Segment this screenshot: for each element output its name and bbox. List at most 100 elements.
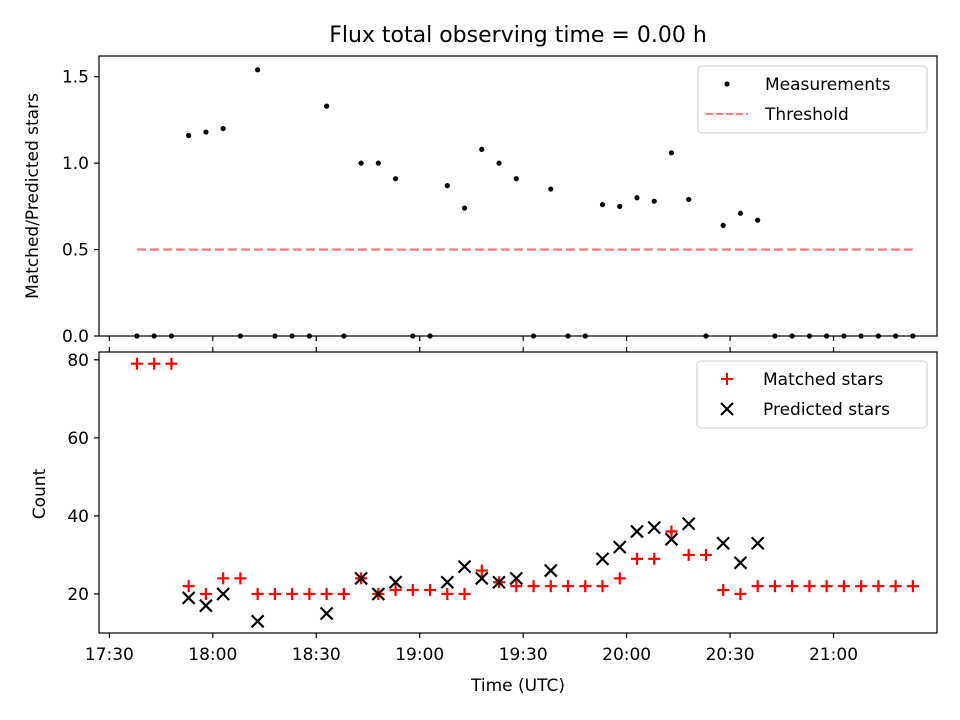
predicted-star-point <box>595 552 610 566</box>
measurement-point <box>737 210 744 216</box>
measurement-point <box>410 333 416 339</box>
measurement-point <box>582 333 588 339</box>
predicted-star-point <box>181 591 196 605</box>
top-axes-frame <box>98 55 938 337</box>
top-chart-title: Flux total observing time = 0.00 h <box>329 23 707 48</box>
matched-star-point <box>234 572 247 585</box>
matched-star-point <box>544 580 557 593</box>
matched-star-point <box>906 580 919 593</box>
top-chart-ylabel: Matched/Predicted stars <box>23 93 43 299</box>
xtick-label: 20:30 <box>706 645 755 665</box>
matched-star-point <box>751 580 764 593</box>
matched-star-point <box>630 552 643 565</box>
legend-measurements-label: Measurements <box>765 75 891 95</box>
measurement-point <box>427 333 433 339</box>
bottom-chart-ylabel: Count <box>30 468 50 519</box>
predicted-star-point <box>319 606 334 621</box>
measurement-point <box>134 333 140 339</box>
matched-star-point <box>596 580 609 593</box>
matched-star-point <box>768 580 781 593</box>
predicted-star-point <box>250 614 265 629</box>
predicted-star-point <box>457 559 472 574</box>
matched-star-point <box>165 357 178 370</box>
predicted-star-point <box>681 516 696 531</box>
measurement-point <box>634 195 640 201</box>
top-ytick-label: 1.0 <box>62 154 89 174</box>
measurement-point <box>168 333 175 339</box>
measurement-point <box>324 103 330 109</box>
matched-star-point <box>441 587 454 600</box>
measurement-point <box>479 146 485 152</box>
measurement-point <box>720 222 726 228</box>
matched-star-point <box>562 580 575 593</box>
predicted-star-point <box>492 575 506 590</box>
matched-star-point <box>406 584 419 597</box>
matched-star-point <box>303 587 316 600</box>
matched-star-point <box>717 584 730 597</box>
predicted-star-point <box>388 575 403 590</box>
measurement-point <box>686 196 692 203</box>
matched-star-point <box>820 580 833 593</box>
measurement-point <box>548 186 554 192</box>
legend-predicted-marker <box>720 402 734 416</box>
measurement-point <box>220 125 226 132</box>
measurement-point <box>910 333 916 339</box>
matched-star-point <box>699 548 712 561</box>
matched-star-point <box>855 580 868 593</box>
top-legend-frame <box>697 65 928 134</box>
measurement-point <box>203 129 209 135</box>
matched-star-point <box>389 584 402 597</box>
bottom-chart-xlabel: Time (UTC) <box>470 676 565 696</box>
measurement-point <box>341 333 347 339</box>
legend-matched-label: Matched stars <box>763 370 883 390</box>
measurement-point <box>599 202 606 208</box>
measurement-point <box>841 333 847 339</box>
bottom-legend: Matched stars Predicted stars <box>696 360 928 429</box>
measurement-point <box>255 67 261 73</box>
predicted-star-point <box>733 555 748 570</box>
matched-star-point <box>130 357 143 370</box>
matched-star-point <box>199 587 212 600</box>
measurement-point <box>289 333 295 339</box>
matched-star-point <box>458 587 471 600</box>
legend-threshold-label: Threshold <box>764 105 849 125</box>
measurement-point <box>824 333 830 339</box>
matched-star-point <box>182 580 195 593</box>
matched-star-point <box>475 564 488 577</box>
top-ytick-label: 1.5 <box>62 68 89 88</box>
matched-star-point <box>665 525 678 538</box>
measurement-point <box>461 205 468 211</box>
measurement-point <box>755 217 761 223</box>
predicted-star-point <box>716 536 730 551</box>
matched-star-point <box>320 587 333 600</box>
legend-predicted-label: Predicted stars <box>763 400 890 420</box>
predicted-star-point <box>440 575 455 590</box>
xtick-label: 18:30 <box>292 645 341 665</box>
legend-measurements-marker <box>724 81 730 87</box>
measurement-point <box>496 160 502 166</box>
measurement-point <box>392 176 399 182</box>
measurement-point <box>186 132 192 139</box>
matched-star-point <box>251 587 264 600</box>
measurement-point <box>565 333 571 339</box>
predicted-star-point <box>647 520 661 535</box>
matched-star-point <box>527 580 540 593</box>
measurement-point <box>651 198 657 204</box>
bottom-axes-frame <box>98 351 938 634</box>
matched-star-point <box>648 552 661 565</box>
top-legend: Measurements Threshold <box>697 65 928 134</box>
matched-star-point <box>734 587 747 600</box>
measurement-point <box>858 333 864 339</box>
measurement-point <box>875 333 881 339</box>
measurement-point <box>617 203 623 209</box>
matched-star-point <box>217 572 230 585</box>
measurement-point <box>806 333 813 339</box>
top-plot-area: 0.0 0.5 1.0 1.5 <box>62 55 938 347</box>
measurement-point <box>789 333 795 339</box>
predicted-star-point <box>664 532 679 547</box>
measurement-point <box>358 160 364 166</box>
xtick-label: 20:00 <box>602 645 651 665</box>
legend-matched-marker <box>721 373 733 385</box>
predicted-star-point <box>750 536 765 551</box>
